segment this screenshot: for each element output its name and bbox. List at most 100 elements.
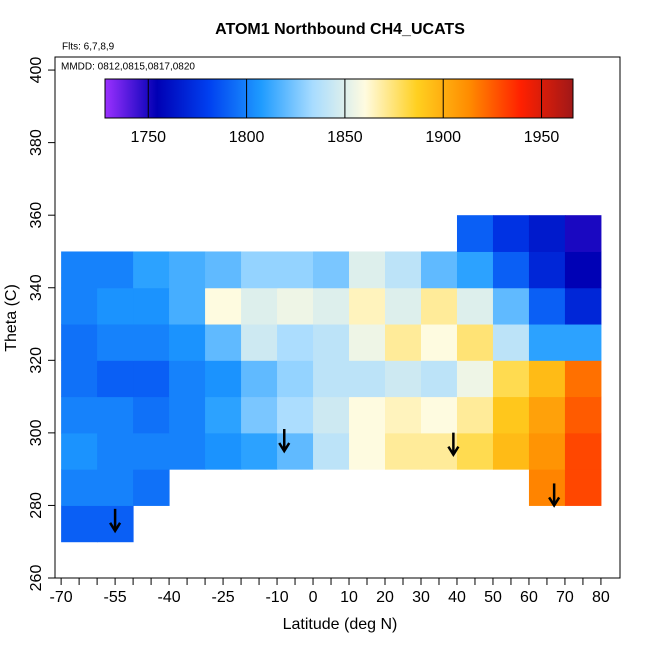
heat-cell [133, 469, 170, 506]
heat-cell [277, 360, 314, 398]
x-tick-label: 0 [309, 589, 318, 606]
x-tick-label: -10 [265, 589, 288, 606]
x-tick-label: -40 [158, 589, 181, 606]
arrow-head [109, 522, 122, 534]
heat-cell [492, 360, 530, 398]
heat-cell [564, 432, 602, 470]
heat-cell [241, 432, 278, 470]
heat-cell [528, 469, 566, 506]
heat-cell [456, 432, 494, 470]
heat-cell [241, 251, 278, 289]
heat-cell [133, 432, 170, 470]
heat-cell [492, 287, 530, 325]
heat-cell [313, 251, 350, 289]
heat-cell [61, 469, 98, 506]
heat-cell [61, 287, 98, 325]
heat-cell [61, 432, 98, 470]
colorbar-tick-label: 1750 [130, 129, 166, 146]
heat-cell [205, 432, 242, 470]
heat-cell [528, 432, 566, 470]
heat-cell [61, 360, 98, 398]
heat-cell [456, 396, 494, 434]
x-tick-label: -70 [50, 589, 73, 606]
heat-cell [241, 360, 278, 398]
heat-cell [313, 287, 350, 325]
y-tick-label: 260 [28, 565, 45, 592]
heat-cell [169, 251, 206, 289]
heat-cell [492, 396, 530, 434]
arrow-head [447, 445, 460, 458]
x-tick-label: 60 [520, 589, 538, 606]
colorbar-tick-label: 1950 [524, 129, 560, 146]
heat-cell [420, 360, 458, 398]
heat-cell [169, 287, 206, 325]
heat-cell [564, 324, 602, 361]
heat-cell [349, 432, 386, 470]
x-tick-label: -55 [104, 589, 127, 606]
heat-cell [385, 324, 422, 361]
heat-cell [133, 360, 170, 398]
heat-cell [420, 251, 458, 289]
heat-cell [420, 287, 458, 325]
heat-cell [349, 360, 386, 398]
heat-cell [564, 360, 602, 398]
heat-cell [456, 287, 494, 325]
arrow-head [278, 442, 291, 454]
y-tick-label: 280 [28, 492, 45, 519]
heat-cell [492, 324, 530, 361]
colorbar-tick-label: 1800 [229, 129, 265, 146]
y-tick-label: 320 [28, 347, 45, 374]
heat-cell [133, 396, 170, 434]
heat-cell [385, 360, 422, 398]
heat-cell [456, 324, 494, 361]
arrow-head [548, 496, 561, 508]
heat-cell [133, 251, 170, 289]
heat-cell [313, 432, 350, 470]
x-axis-label: Latitude (deg N) [283, 616, 398, 633]
heat-cell [277, 251, 314, 289]
heat-cell [169, 396, 206, 434]
heat-cell [456, 215, 494, 252]
heat-cell [241, 287, 278, 325]
heat-cell [492, 215, 530, 252]
heat-cell [528, 287, 566, 325]
heat-cell [349, 287, 386, 325]
annotation: MMDD: 0812,0815,0817,0820 [61, 62, 195, 73]
colorbar [104, 78, 574, 119]
heat-cell [205, 396, 242, 434]
heat-cell [564, 287, 602, 325]
heat-cell [61, 396, 98, 434]
colorbar-tick-label: 1900 [425, 129, 461, 146]
heat-cell [205, 360, 242, 398]
heat-cell [277, 396, 314, 434]
heat-cell [97, 251, 134, 289]
heat-cell [385, 287, 422, 325]
heat-cell [313, 360, 350, 398]
heat-cell [133, 287, 170, 325]
heat-cell [492, 432, 530, 470]
x-tick-label: 30 [412, 589, 430, 606]
y-tick-label: 380 [28, 129, 45, 156]
x-tick-label: 10 [340, 589, 358, 606]
heat-cell [564, 396, 602, 434]
heat-cell [528, 215, 566, 252]
heat-cell [277, 287, 314, 325]
heat-cell [385, 432, 422, 470]
heat-cell [385, 396, 422, 434]
y-axis-label: Theta (C) [3, 284, 20, 352]
heat-cell [61, 505, 98, 543]
heat-cell [205, 324, 242, 361]
heat-cell [97, 396, 134, 434]
heat-cell [205, 287, 242, 325]
heat-cell [528, 360, 566, 398]
heat-cell [205, 251, 242, 289]
heat-cell [61, 251, 98, 289]
heat-cell [456, 360, 494, 398]
heat-cell [528, 251, 566, 289]
heat-cell [528, 396, 566, 434]
heat-cell [420, 324, 458, 361]
heat-cell [313, 324, 350, 361]
chart-title: ATOM1 Northbound CH4_UCATS [215, 21, 465, 38]
heat-cell [97, 469, 134, 506]
heat-cell [61, 324, 98, 361]
